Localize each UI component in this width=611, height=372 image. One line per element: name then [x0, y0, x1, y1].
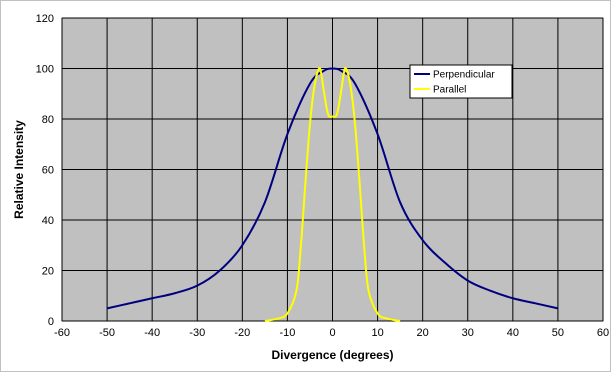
- x-tick-label: 0: [329, 327, 335, 339]
- y-tick-label: 100: [36, 64, 54, 76]
- x-tick-label: -40: [144, 327, 160, 339]
- x-tick-label: 10: [371, 327, 383, 339]
- y-axis-title: Relative Intensity: [12, 120, 26, 219]
- x-tick-label: -30: [189, 327, 205, 339]
- y-tick-label: 40: [42, 215, 54, 227]
- series-line-parallel: [264, 66, 401, 322]
- x-axis-ticks: -60 -50 -40 -30 -20 -10 0 10 20 30 40 50 60: [54, 327, 609, 339]
- y-tick-label: 20: [42, 266, 54, 278]
- y-tick-label: 80: [42, 114, 54, 126]
- x-tick-label: 40: [507, 327, 519, 339]
- y-axis-ticks: 0 20 40 60 80 100 120: [36, 13, 54, 328]
- y-tick-label: 0: [48, 316, 54, 328]
- x-tick-label: 50: [552, 327, 564, 339]
- x-tick-label: 20: [417, 327, 429, 339]
- y-tick-label: 120: [36, 13, 54, 25]
- legend-label-perpendicular: Perpendicular: [433, 70, 495, 81]
- x-tick-label: -60: [54, 327, 70, 339]
- x-tick-label: -50: [99, 327, 115, 339]
- series-line-perpendicular: [106, 67, 559, 310]
- x-tick-label: -10: [279, 327, 295, 339]
- legend-label-parallel: Parallel: [433, 85, 466, 96]
- x-tick-label: 60: [597, 327, 609, 339]
- series-layer: [106, 66, 559, 322]
- y-tick-label: 60: [42, 165, 54, 177]
- legend: Perpendicular Parallel: [409, 64, 513, 99]
- x-tick-label: 30: [462, 327, 474, 339]
- legend-box: [409, 64, 513, 99]
- x-tick-label: -20: [234, 327, 250, 339]
- x-axis-title: Divergence (degrees): [271, 348, 393, 362]
